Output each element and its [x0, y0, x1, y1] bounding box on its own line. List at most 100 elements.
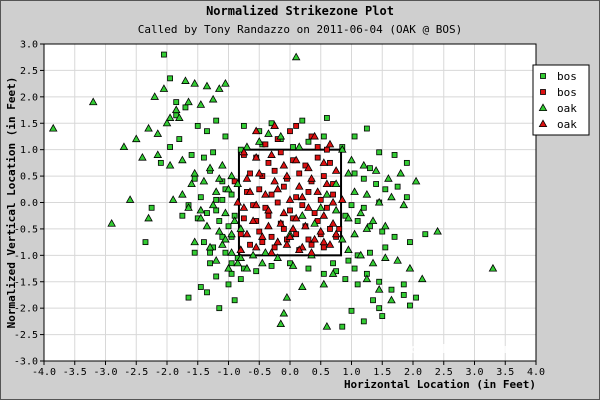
- pitch-point: [259, 239, 266, 246]
- pitch-point: [228, 191, 235, 198]
- pitch-point: [268, 262, 275, 269]
- y-tick-label: -2.0: [14, 304, 38, 315]
- pitch-point: [227, 229, 236, 238]
- pitch-point: [405, 263, 415, 272]
- chart-subtitle: Called by Tony Randazzo on 2011-06-04 (O…: [138, 23, 463, 36]
- pitch-point: [400, 281, 407, 288]
- pitch-point: [320, 270, 327, 277]
- pitch-point: [157, 159, 164, 166]
- pitch-point: [331, 229, 341, 238]
- pitch-point: [344, 168, 353, 177]
- pitch-point: [293, 122, 300, 129]
- pitch-point: [291, 213, 301, 222]
- pitch-point: [291, 52, 301, 61]
- pitch-point: [265, 159, 272, 166]
- pitch-point: [205, 163, 215, 172]
- pitch-point: [310, 219, 319, 227]
- pitch-point: [224, 184, 233, 193]
- pitch-point: [347, 155, 356, 164]
- pitch-point: [225, 281, 232, 288]
- pitch-point: [204, 289, 210, 296]
- pitch-point: [381, 253, 390, 261]
- pitch-point: [354, 281, 361, 288]
- pitch-point: [285, 232, 295, 240]
- pitch-point: [282, 292, 292, 301]
- pitch-point: [248, 250, 258, 259]
- pitch-point: [179, 212, 186, 219]
- pitch-point: [374, 197, 384, 206]
- pitch-point: [342, 276, 349, 283]
- pitch-point: [267, 248, 276, 256]
- x-tick-label: 4.0: [527, 367, 545, 378]
- pitch-point: [236, 253, 246, 261]
- pitch-point: [256, 186, 263, 193]
- pitch-point: [314, 154, 321, 161]
- pitch-point: [276, 319, 286, 328]
- pitch-point: [221, 234, 230, 243]
- y-tick-label: -2.5: [14, 330, 38, 341]
- pitch-point: [251, 126, 261, 135]
- y-tick-label: -1.5: [14, 277, 38, 288]
- pitch-point: [190, 79, 199, 87]
- pitch-point: [188, 152, 195, 158]
- pitch-point: [319, 237, 329, 246]
- pitch-point: [316, 226, 326, 235]
- pitch-point: [288, 261, 298, 269]
- pitch-point: [313, 187, 322, 195]
- pitch-point: [245, 187, 255, 195]
- pitch-point: [214, 174, 224, 182]
- pitch-point: [323, 115, 330, 121]
- pitch-point: [294, 182, 304, 190]
- pitch-point: [196, 213, 206, 222]
- pitch-point: [328, 197, 338, 206]
- pitch-point: [294, 245, 304, 254]
- pitch-point: [374, 285, 384, 293]
- pitch-point: [400, 292, 407, 298]
- pitch-point: [208, 200, 218, 209]
- pitch-point: [202, 81, 212, 90]
- x-tick-label: -3.0: [93, 367, 117, 378]
- pitch-point: [356, 250, 366, 259]
- pitch-point: [311, 210, 318, 216]
- y-tick-label: 0.0: [20, 198, 38, 209]
- pitch-point: [298, 211, 307, 219]
- pitch-point: [210, 149, 217, 156]
- x-tick-label: -4.0: [32, 367, 56, 378]
- pitch-point: [350, 187, 359, 195]
- y-tick-label: 2.0: [20, 92, 38, 103]
- pitch-point: [379, 228, 386, 235]
- pitch-point: [407, 302, 413, 309]
- pitch-point: [351, 265, 358, 272]
- pitch-point: [214, 226, 224, 235]
- pitch-point: [187, 179, 196, 188]
- pitch-point: [181, 76, 190, 84]
- pitch-point: [237, 231, 244, 238]
- pitch-point: [225, 223, 232, 230]
- pitch-point: [219, 196, 226, 203]
- pitch-point: [213, 196, 220, 203]
- pitch-point: [165, 160, 175, 169]
- pitch-point: [367, 249, 373, 256]
- pitch-point: [222, 133, 229, 140]
- y-tick-label: 0.5: [20, 172, 38, 183]
- pitch-point: [299, 202, 306, 209]
- y-axis-ticks: 3.0 2.5 2.0 1.5 1.0 0.5 0.0 -0.5 -1.0 -1.5 -2.0 -2.…: [14, 40, 44, 368]
- pitch-point: [373, 181, 380, 187]
- pitch-point: [327, 226, 333, 232]
- pitch-point: [150, 92, 159, 100]
- pitch-point: [178, 189, 187, 198]
- pitch-point: [207, 260, 213, 267]
- pitch-point: [348, 307, 355, 314]
- pitch-point: [362, 224, 372, 232]
- pitch-point: [344, 213, 353, 222]
- pitch-point: [276, 131, 286, 140]
- pitch-point: [148, 204, 155, 211]
- pitch-point: [258, 232, 267, 240]
- pitch-point: [271, 244, 278, 251]
- pitch-point: [239, 147, 249, 156]
- pitch-point: [247, 170, 253, 177]
- pitch-point: [304, 203, 313, 211]
- pitch-point: [233, 258, 243, 267]
- pitch-point: [264, 129, 273, 137]
- x-tick-label: 2.5: [435, 367, 453, 378]
